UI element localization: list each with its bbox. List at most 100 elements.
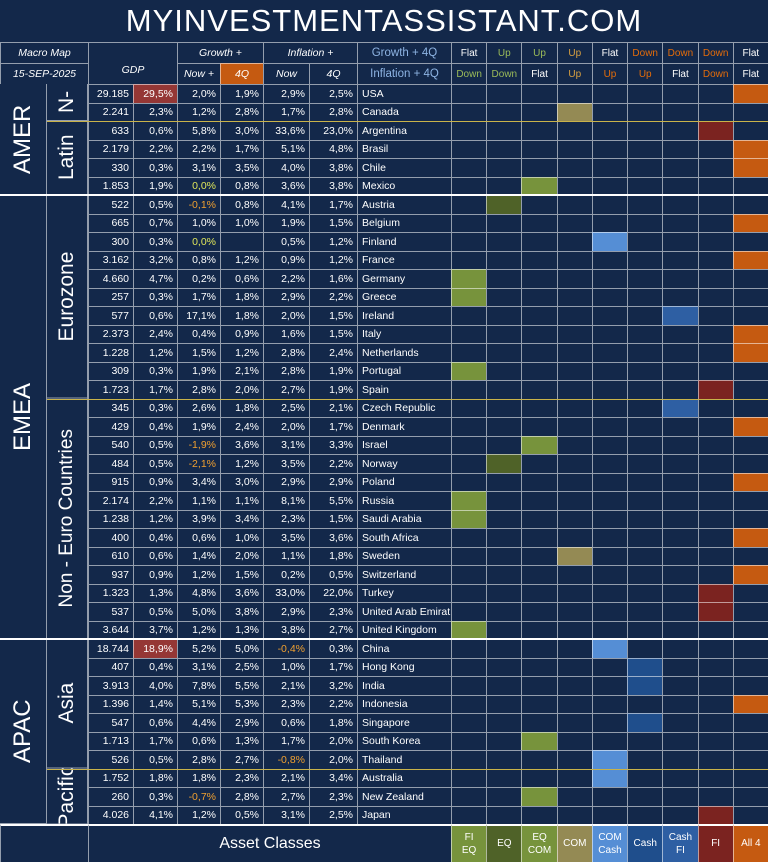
signal-cell bbox=[486, 491, 522, 510]
signal-cell bbox=[627, 731, 663, 750]
cell-infl-4q: 0,5% bbox=[309, 565, 357, 584]
signal-cell bbox=[627, 454, 663, 473]
signal-cell bbox=[662, 546, 698, 565]
country-name: Germany bbox=[357, 269, 451, 288]
signal-header-bottom: Down bbox=[697, 63, 733, 84]
signal-cell bbox=[697, 750, 733, 769]
asset-class: COM Cash bbox=[591, 824, 628, 862]
signal-cell bbox=[732, 787, 768, 806]
country-name: USA bbox=[357, 84, 451, 103]
signal-mark bbox=[627, 713, 663, 732]
cell-gdp: 1.752 bbox=[88, 768, 133, 787]
signal-cell bbox=[556, 176, 592, 195]
signal-cell bbox=[662, 343, 698, 362]
cell-growth-4q: 2,0% bbox=[220, 546, 263, 565]
cell-growth-now: 0,2% bbox=[177, 269, 220, 288]
signal-cell bbox=[521, 361, 557, 380]
cell-share: 0,3% bbox=[133, 158, 177, 177]
cell-share: 0,9% bbox=[133, 472, 177, 491]
signal-cell bbox=[556, 805, 592, 824]
subregion-label: N- bbox=[47, 84, 88, 121]
signal-cell bbox=[627, 491, 663, 510]
signal-cell bbox=[697, 158, 733, 177]
signal-cell bbox=[556, 417, 592, 436]
cell-gdp: 400 bbox=[88, 528, 133, 547]
signal-mark bbox=[591, 639, 628, 658]
signal-mark bbox=[591, 768, 628, 787]
signal-cell bbox=[591, 546, 628, 565]
signal-cell bbox=[486, 713, 522, 732]
cell-growth-now: 3,9% bbox=[177, 509, 220, 528]
cell-gdp: 1.853 bbox=[88, 176, 133, 195]
signal-cell bbox=[591, 213, 628, 232]
signal-mark bbox=[732, 694, 768, 713]
signal-header-top: Up bbox=[521, 42, 557, 63]
cell-growth-now: -1,9% bbox=[177, 435, 220, 454]
cell-infl-4q: 3,2% bbox=[309, 676, 357, 695]
signal-cell bbox=[556, 121, 592, 140]
signal-cell bbox=[627, 417, 663, 436]
cell-gdp: 300 bbox=[88, 232, 133, 251]
cell-growth-4q: 3,0% bbox=[220, 121, 263, 140]
signal-cell bbox=[732, 676, 768, 695]
cell-growth-now: 1,2% bbox=[177, 805, 220, 824]
cell-infl-now: 2,3% bbox=[263, 509, 309, 528]
country-name: Saudi Arabia bbox=[357, 509, 451, 528]
cell-infl-4q: 1,8% bbox=[309, 713, 357, 732]
cell-growth-now: 0,6% bbox=[177, 528, 220, 547]
signal-cell bbox=[521, 398, 557, 417]
signal-cell bbox=[591, 361, 628, 380]
subregion-label: Asia bbox=[47, 639, 88, 769]
asset-class-line: Cash bbox=[633, 838, 657, 850]
asset-class-line: COM bbox=[563, 838, 587, 850]
signal-cell bbox=[486, 639, 522, 658]
signal-cell bbox=[451, 417, 487, 436]
cell-growth-4q: 1,0% bbox=[220, 213, 263, 232]
signal-cell bbox=[662, 380, 698, 399]
cell-infl-4q: 2,2% bbox=[309, 694, 357, 713]
signal-cell bbox=[451, 528, 487, 547]
signal-cell bbox=[521, 213, 557, 232]
signal-cell bbox=[662, 84, 698, 103]
signal-cell bbox=[662, 787, 698, 806]
inflation-4q-header: 4Q bbox=[309, 63, 357, 84]
signal-cell bbox=[627, 324, 663, 343]
signal-cell bbox=[451, 121, 487, 140]
cell-gdp: 665 bbox=[88, 213, 133, 232]
signal-cell bbox=[521, 546, 557, 565]
signal-cell bbox=[521, 324, 557, 343]
cell-infl-now: 2,1% bbox=[263, 768, 309, 787]
signal-header-bottom: Down bbox=[486, 63, 522, 84]
signal-cell bbox=[451, 546, 487, 565]
signal-cell bbox=[556, 435, 592, 454]
cell-infl-4q: 2,5% bbox=[309, 84, 357, 103]
asset-class: EQ COM bbox=[521, 824, 557, 862]
signal-cell bbox=[697, 306, 733, 325]
cell-infl-now: 3,1% bbox=[263, 805, 309, 824]
cell-infl-4q: 1,7% bbox=[309, 417, 357, 436]
signal-cell bbox=[521, 768, 557, 787]
signal-mark bbox=[556, 102, 592, 121]
signal-cell bbox=[627, 139, 663, 158]
signal-mark bbox=[486, 454, 522, 473]
asset-class-line: FI bbox=[464, 831, 474, 843]
cell-infl-4q: 1,9% bbox=[309, 380, 357, 399]
signal-cell bbox=[556, 139, 592, 158]
signal-cell bbox=[591, 417, 628, 436]
signal-cell bbox=[662, 528, 698, 547]
signal-cell bbox=[556, 583, 592, 602]
region-label: EMEA bbox=[0, 195, 47, 639]
cell-infl-now: 4,0% bbox=[263, 158, 309, 177]
signal-cell bbox=[556, 602, 592, 621]
country-name: Austria bbox=[357, 195, 451, 214]
signal-cell bbox=[627, 398, 663, 417]
signal-cell bbox=[697, 657, 733, 676]
signal-mark bbox=[732, 472, 768, 491]
cell-infl-4q: 3,8% bbox=[309, 176, 357, 195]
cell-infl-4q: 1,8% bbox=[309, 546, 357, 565]
signal-cell bbox=[521, 139, 557, 158]
country-name: Finland bbox=[357, 232, 451, 251]
cell-growth-now: 1,4% bbox=[177, 546, 220, 565]
signal-cell bbox=[697, 343, 733, 362]
